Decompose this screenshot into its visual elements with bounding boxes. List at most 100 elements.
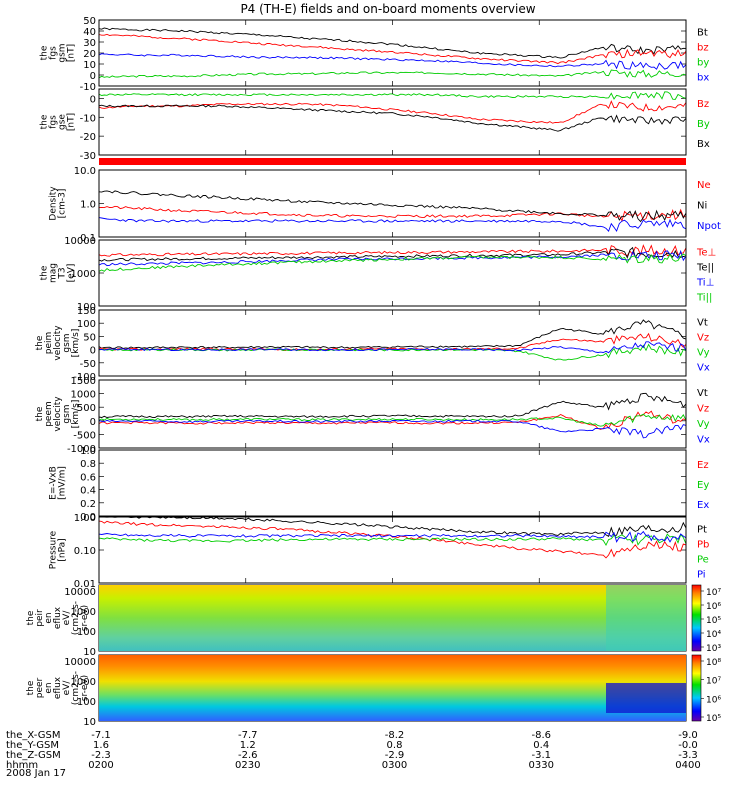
y-axis-label: [mV/m] [58, 466, 68, 500]
series-peem_velocity-3 [98, 419, 687, 439]
y-tick-label: 1500 [71, 376, 96, 387]
legend-peem_velocity-0: Vt [697, 388, 708, 399]
mode-bar [99, 158, 686, 165]
y-tick-label: 100 [77, 302, 96, 313]
y-tick-label: 0 [90, 417, 96, 428]
y-axis-label: the [26, 610, 36, 625]
ephemeris-label: the_X-GSM [6, 730, 60, 741]
y-axis-label: [km/s] [71, 400, 81, 429]
legend-fgs_gse-2: Bx [697, 139, 710, 150]
y-tick-label: 0 [90, 346, 96, 357]
y-axis-label: gsm [58, 43, 68, 62]
panel-temperature: 10000 1000 100 the mag T3 [eV] Te⊥ Te|| Ti⊥ Ti|| [40, 236, 717, 313]
y-axis-label: gse [58, 114, 68, 130]
y-axis-label: peer [35, 677, 45, 698]
legend-density-1: Ni [697, 201, 707, 212]
y-axis-label: eflux [53, 676, 63, 699]
legend-fgs_gsm-1: bz [697, 43, 709, 54]
ephemeris-value: 0.4 [533, 740, 549, 751]
y-tick-label: 0.10 [74, 546, 96, 557]
spectrogram-ion-image [99, 585, 686, 651]
series-density-0 [98, 205, 687, 223]
series-pressure-1 [98, 520, 687, 559]
y-axis-label: peim [44, 332, 54, 355]
y-tick-label: 1.0 [80, 446, 96, 457]
y-tick-label: 50 [83, 332, 96, 343]
y-axis-label: [cm-3] [58, 189, 68, 219]
panel-frame [98, 19, 687, 87]
y-tick-label: 10.0 [74, 166, 96, 177]
y-axis-label: [nT] [67, 113, 77, 131]
legend-fgs_gse-0: Bz [697, 99, 709, 110]
y-tick-label: 40 [83, 27, 96, 38]
y-tick-label: -30 [80, 151, 96, 162]
colorbar-tick-label: 10⁷ [706, 588, 721, 598]
y-axis-label: Pressure [49, 530, 59, 569]
y-axis-label: velocity [53, 325, 63, 361]
panel-pressure: 1.00 0.10 0.01 Pressure [nPa] Pt Pb Pe Pi [49, 513, 710, 590]
y-tick-label: -1000 [67, 444, 96, 455]
series-fgs_gsm-2 [98, 69, 687, 79]
plot-title: P4 (TH-E) fields and on-board moments ov… [240, 2, 535, 16]
ephemeris-label: the_Y-GSM [6, 740, 59, 751]
series-peem_velocity-2 [98, 413, 687, 427]
series-fgs_gsm-0 [98, 27, 687, 59]
ephemeris-value: 0230 [235, 760, 260, 771]
y-tick-label: -10 [80, 82, 96, 93]
y-tick-label: -500 [73, 430, 96, 441]
legend-temperature-3: Ti|| [696, 293, 712, 304]
y-tick-label: 0.0 [80, 512, 96, 523]
legend-peem_velocity-2: Vy [697, 419, 710, 430]
panel-frame [98, 239, 687, 307]
y-axis-label: gsm [62, 404, 72, 423]
colorbar-tick-label: 10³ [706, 644, 721, 654]
spectrogram-ion-disturbed [606, 585, 686, 651]
y-tick-label: -100 [73, 372, 96, 383]
legend-efield-1: Ey [697, 480, 709, 491]
series-peem_velocity-0 [98, 392, 687, 419]
spectrogram-electron-disturbed [606, 683, 686, 713]
date-label: 2008 Jan 17 [6, 768, 66, 779]
y-tick-label: 0 [90, 71, 96, 82]
y-axis-label: sr-eV) [80, 675, 90, 701]
y-tick-label: -10 [80, 113, 96, 124]
y-tick-label: 1000 [71, 269, 96, 280]
y-tick-label: 1000 [71, 607, 96, 618]
y-axis-label: gsm [62, 333, 72, 352]
ephemeris-label: the_Z-GSM [6, 750, 61, 761]
legend-density-0: Ne [697, 180, 711, 191]
ephemeris-value: -9.0 [678, 730, 698, 741]
legend-fgs_gsm-3: bx [697, 73, 709, 84]
ephemeris-value: 0.8 [387, 740, 403, 751]
y-axis-label: mag [49, 263, 59, 283]
ephemeris-value: -7.7 [238, 730, 258, 741]
panel-frame [98, 309, 687, 377]
y-tick-label: 20 [83, 49, 96, 60]
y-tick-label: 10 [83, 60, 96, 71]
y-axis-label: [eV] [67, 264, 77, 283]
y-tick-label: 100 [77, 697, 96, 708]
ephemeris-value: 0400 [675, 760, 700, 771]
y-axis-label: [nT] [67, 44, 77, 62]
y-axis-label: [km/s] [71, 329, 81, 358]
legend-density-2: Npot [697, 221, 721, 232]
y-axis-label: sr-eV) [80, 605, 90, 631]
y-tick-label: -50 [80, 359, 96, 370]
y-tick-label: 10000 [64, 587, 96, 598]
legend-fgs_gsm-2: by [697, 58, 709, 69]
panel-efield: 1.0 0.8 0.6 0.4 0.2 0.0 E=-VxB [mV/m] Ez Ey Ex [49, 446, 710, 523]
legend-pressure-3: Pi [697, 570, 706, 581]
y-axis-label: the [40, 114, 50, 129]
legend-peem_velocity-3: Vx [697, 434, 710, 445]
panel-peem_velocity: 1500 1000 500 0 -500 -1000 the peem velocity gsm[… [35, 376, 710, 455]
legend-pressure-2: Pe [697, 555, 709, 566]
colorbar-ion [691, 584, 702, 652]
ephemeris-value: -0.0 [678, 740, 698, 751]
y-axis-label: [nPa] [58, 538, 68, 561]
y-axis-label: the [26, 680, 36, 695]
ephemeris-value: -3.3 [678, 750, 698, 761]
ephemeris-value: 0200 [88, 760, 113, 771]
panel-frame [98, 516, 687, 584]
legend-pressure-1: Pb [697, 540, 709, 551]
ephemeris-value: -7.1 [91, 730, 111, 741]
